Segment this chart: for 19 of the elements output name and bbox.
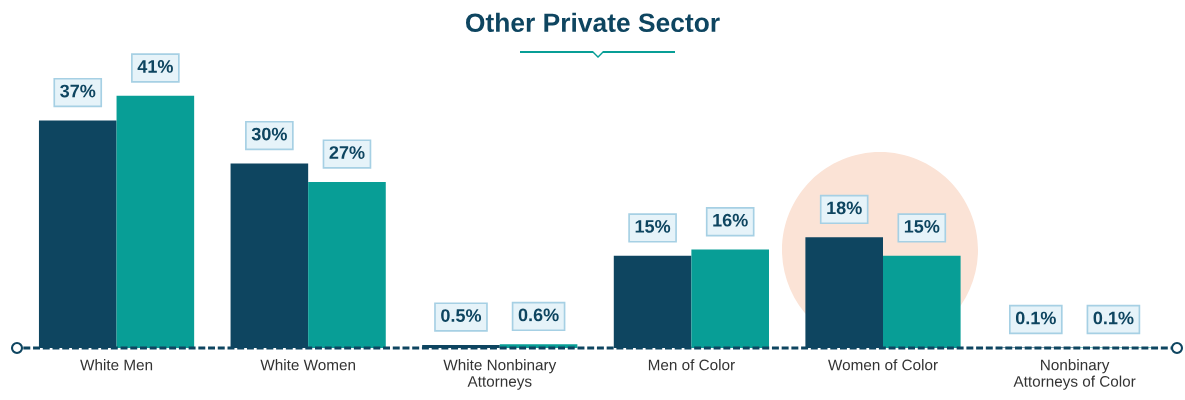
data-label: 0.1% <box>1093 311 1134 325</box>
x-tick-label: White Nonbinary Attorneys <box>443 359 557 390</box>
data-label: 16% <box>713 213 748 227</box>
data-label: 0.6% <box>518 308 559 322</box>
data-label: 0.5% <box>441 309 482 322</box>
data-label: 18% <box>827 201 862 215</box>
data-label: 0.1% <box>1015 311 1056 325</box>
data-label: 37% <box>60 84 96 98</box>
x-tick-label: Nonbinary Attorneys of Color <box>1013 359 1136 390</box>
x-tick-label: White Men <box>80 359 153 371</box>
data-label: 30% <box>251 127 287 141</box>
x-tick-label: White Women <box>260 359 356 371</box>
data-label: 41% <box>137 60 173 73</box>
x-tick-label: Women of Color <box>828 359 938 371</box>
data-label: 15% <box>635 219 671 233</box>
data-label: 27% <box>329 146 365 159</box>
chart-title: Other Private Sector <box>465 12 720 33</box>
data-label: 15% <box>904 219 940 233</box>
x-tick-label: Men of Color <box>648 359 735 371</box>
